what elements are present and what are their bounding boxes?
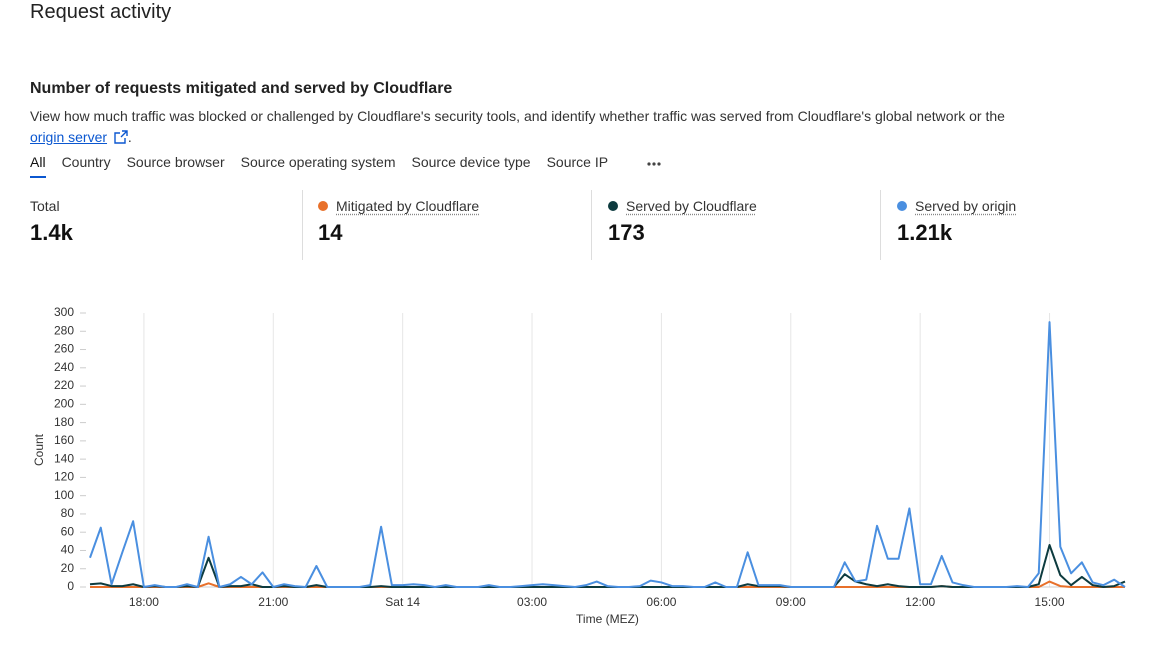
- page-title: Request activity: [30, 1, 172, 23]
- more-tabs[interactable]: [646, 160, 662, 168]
- divider: [880, 190, 881, 260]
- x-tick-label: 06:00: [646, 595, 676, 609]
- y-tick-label: 100: [54, 488, 74, 502]
- y-tick-label: 260: [54, 342, 74, 356]
- y-tick-label: 0: [67, 579, 74, 593]
- origin-server-link[interactable]: origin server: [30, 129, 108, 145]
- y-axis-title: Count: [32, 433, 46, 466]
- x-tick-label: 12:00: [905, 595, 935, 609]
- tab[interactable]: All: [30, 154, 46, 178]
- tab[interactable]: Source browser: [126, 154, 225, 170]
- legend-item: Mitigated by Cloudflare: [318, 198, 479, 214]
- legend-dot: [897, 201, 907, 211]
- stat: Served by origin 1.21k: [897, 190, 1016, 260]
- tab[interactable]: Source operating system: [240, 154, 396, 170]
- legend-item: Served by origin: [897, 198, 1016, 214]
- y-tick-label: 120: [54, 470, 74, 484]
- x-tick-label: 18:00: [129, 595, 159, 609]
- legend-dot: [608, 201, 618, 211]
- tab[interactable]: Country: [61, 154, 111, 170]
- stat: Served by Cloudflare 173: [608, 190, 757, 260]
- tab[interactable]: Source device type: [411, 154, 531, 170]
- y-tick-label: 80: [61, 506, 75, 520]
- tab[interactable]: Source IP: [546, 154, 609, 170]
- series-line: [89, 321, 1126, 588]
- stat: Mitigated by Cloudflare 14: [318, 190, 479, 260]
- stat-total: Total 1.4k: [30, 190, 73, 260]
- y-tick-label: 20: [61, 561, 75, 575]
- chart: 0 20 40 60 80 100 120 140 160 180 200 220 240 260 280 3…: [32, 305, 1126, 626]
- divider: [302, 190, 303, 260]
- link-row: origin server .: [30, 129, 132, 145]
- y-tick-label: 300: [54, 305, 74, 319]
- stat-value: 1.21k: [897, 220, 953, 245]
- stat-value: 173: [608, 220, 645, 245]
- y-tick-label: 200: [54, 397, 74, 411]
- x-tick-label: 21:00: [258, 595, 288, 609]
- x-tick-label: 15:00: [1035, 595, 1065, 609]
- y-tick-label: 60: [61, 524, 75, 538]
- y-tick-label: 180: [54, 415, 74, 429]
- section-title: Number of requests mitigated and served …: [30, 80, 453, 97]
- x-tick-label: Sat 14: [385, 595, 420, 609]
- legend-item: Served by Cloudflare: [608, 198, 757, 214]
- y-tick-label: 220: [54, 378, 74, 392]
- y-tick-label: 160: [54, 433, 74, 447]
- y-tick-label: 140: [54, 451, 74, 465]
- y-tick-label: 280: [54, 323, 74, 337]
- divider: [591, 190, 592, 260]
- x-tick-label: 09:00: [776, 595, 806, 609]
- stat-value: 14: [318, 220, 343, 245]
- y-tick-label: 40: [61, 543, 75, 557]
- x-axis-title: Time (MEZ): [576, 612, 639, 626]
- x-tick-label: 03:00: [517, 595, 547, 609]
- stat-label: Total: [30, 198, 60, 214]
- y-tick-label: 240: [54, 360, 74, 374]
- stat-value: 1.4k: [30, 220, 73, 245]
- legend-label: Mitigated by Cloudflare: [336, 198, 480, 214]
- link-suffix: .: [127, 129, 132, 145]
- tab-bar: All Country Source browser Source operating…: [30, 154, 608, 178]
- section-description: View how much traffic was blocked or cha…: [30, 108, 1005, 124]
- external-link-icon: [114, 130, 128, 144]
- legend-label: Served by Cloudflare: [626, 198, 757, 214]
- legend-label: Served by origin: [915, 198, 1017, 214]
- legend-dot: [318, 201, 328, 211]
